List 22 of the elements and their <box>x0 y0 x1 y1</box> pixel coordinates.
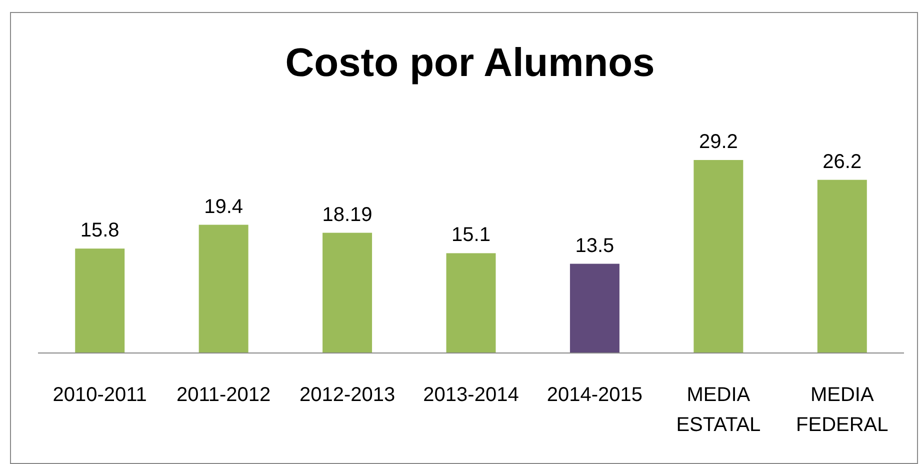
x-tick-label: 2011-2012 <box>176 384 271 406</box>
x-tick-label: 2014-2015 <box>546 384 643 406</box>
data-label: 15.8 <box>80 220 120 242</box>
bar <box>198 224 248 353</box>
data-label: 13.5 <box>575 234 614 257</box>
bar <box>75 248 125 353</box>
chart-title: Costo por Alumnos <box>285 41 655 85</box>
bar <box>817 180 867 353</box>
x-tick-label: MEDIA ESTATAL <box>676 384 761 436</box>
data-label: 15.1 <box>452 224 490 246</box>
x-tick-label: 2013-2014 <box>423 384 519 406</box>
x-tick-label: 2010-2011 <box>52 384 147 406</box>
data-label: 19.4 <box>204 196 244 218</box>
bar <box>570 264 620 353</box>
bar <box>446 253 496 353</box>
data-label: 29.2 <box>698 131 738 153</box>
data-label: 18.19 <box>322 204 372 226</box>
data-label: 26.2 <box>822 150 862 173</box>
x-tick-label: 2012-2013 <box>299 384 396 406</box>
x-tick-label: MEDIA FEDERAL <box>796 384 888 436</box>
bar <box>322 232 372 353</box>
bar <box>694 160 744 353</box>
